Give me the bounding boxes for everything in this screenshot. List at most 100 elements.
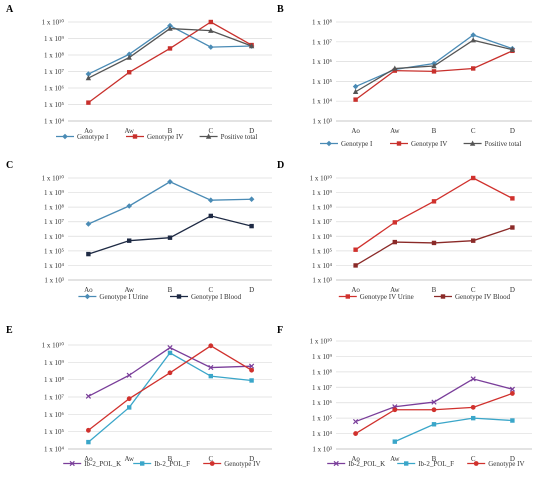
data-point [62,133,68,140]
y-tick-label: 1 x 10⁹ [44,189,65,197]
y-tick-label: 1 x 10⁶ [44,411,65,419]
data-point [85,393,92,399]
data-point [85,75,92,81]
x-tick-label: C [471,127,476,135]
y-tick-label: 1 x 10⁹ [312,189,333,197]
x-tick-label: C [208,455,213,463]
data-point [127,405,132,410]
data-point [352,83,359,90]
x-tick-label: Ao [84,286,93,294]
data-point [392,65,398,71]
data-point [392,239,397,245]
x-tick-label: Ao [84,127,93,135]
data-point [140,461,145,466]
legend-label: Genotype IV Blood [455,293,511,301]
chart-panel-d: D 1 x 10³ 1 x 10⁴ 1 x 10⁵ 1 x 10⁶ 1 x 10⁷ 1 x … [277,160,532,301]
data-point [208,343,214,349]
data-point [126,203,132,209]
data-point [509,386,516,392]
y-tick-label: 1 x 10⁸ [312,368,333,376]
y-tick-label: 1 x 10⁹ [44,35,65,43]
data-point [392,220,397,225]
data-point [176,294,182,299]
data-point [167,350,173,356]
y-tick-label: 1 x 10⁶ [44,233,65,241]
y-tick-label: 1 x 10¹⁰ [310,175,333,183]
legend-label: Ib-2_POL_K [84,460,121,468]
y-tick-label: 1 x 10³ [44,277,64,285]
x-tick-label: Ao [84,455,93,463]
x-tick-label: D [249,286,254,294]
legend-label: Ib-2_POL_F [154,460,190,468]
x-tick-label: Aw [390,127,400,135]
data-point [208,44,214,50]
y-tick-label: 1 x 10⁷ [312,218,333,226]
data-point [352,418,359,425]
data-point [471,415,476,421]
data-point [431,407,437,413]
x-tick-label: D [249,455,254,463]
y-tick-label: 1 x 10⁷ [312,384,333,392]
x-tick-label: B [168,286,173,294]
x-tick-label: Aw [124,455,134,463]
data-point [249,367,255,373]
data-point [353,431,358,436]
x-tick-label: Aw [390,286,400,294]
data-point [127,238,132,243]
x-tick-label: C [471,455,476,463]
x-tick-label: B [168,455,173,463]
data-point [249,223,254,229]
data-point [132,134,138,139]
y-tick-label: 1 x 10³ [312,277,332,285]
legend-label: Genotype I Blood [191,293,242,301]
y-tick-label: 1 x 10⁴ [44,118,65,126]
legend-label: Genotype I [77,133,109,141]
data-point [471,238,476,243]
data-point [249,378,254,383]
data-point [208,364,214,371]
y-tick-label: 1 x 10⁵ [44,428,65,436]
data-point [86,439,91,445]
data-point [167,345,173,351]
x-tick-label: C [208,127,213,135]
data-point [167,178,173,185]
data-point [86,427,91,433]
x-tick-label: D [510,286,515,294]
y-tick-label: 1 x 10⁶ [312,399,333,407]
y-tick-label: 1 x 10⁵ [44,247,65,255]
x-tick-label: Ao [351,455,360,463]
data-point [205,133,212,139]
data-point [469,140,476,146]
data-point [126,54,132,60]
x-tick-label: B [168,127,173,135]
data-point [431,240,437,246]
y-tick-label: 1 x 10⁹ [312,353,333,361]
y-tick-label: 1 x 10⁶ [312,233,333,241]
data-point [248,43,255,49]
x-tick-label: C [208,286,213,294]
y-tick-label: 1 x 10⁹ [44,359,65,367]
data-point [404,461,409,466]
data-point [208,19,213,25]
chart-panel-e: E 1 x 10⁴ 1 x 10⁵ 1 x 10⁶ 1 x 10⁷ 1 x 10⁸ 1 x … [6,325,272,468]
data-point [248,196,255,203]
y-tick-label: 1 x 10⁸ [312,19,333,27]
series-line [355,392,513,435]
chart-panel-c: C 1 x 10³ 1 x 10⁴ 1 x 10⁵ 1 x 10⁶ 1 x 10⁷ 1 x … [6,160,272,301]
y-tick-label: 1 x 10⁸ [312,204,333,212]
x-tick-label: Aw [124,127,134,135]
y-tick-label: 1 x 10⁷ [44,394,65,402]
data-point [126,396,132,402]
data-point [392,439,397,444]
x-tick-label: D [510,127,515,135]
y-tick-label: 1 x 10⁸ [44,52,65,60]
x-tick-label: Ao [351,127,360,135]
data-point [431,69,437,74]
legend-label: Genotype IV Urine [360,293,414,301]
panel-label: F [277,325,283,336]
data-point [471,175,476,181]
series-line [355,378,513,423]
data-point [353,97,358,102]
legend-label: Positive total [221,133,258,141]
data-point [470,376,476,382]
